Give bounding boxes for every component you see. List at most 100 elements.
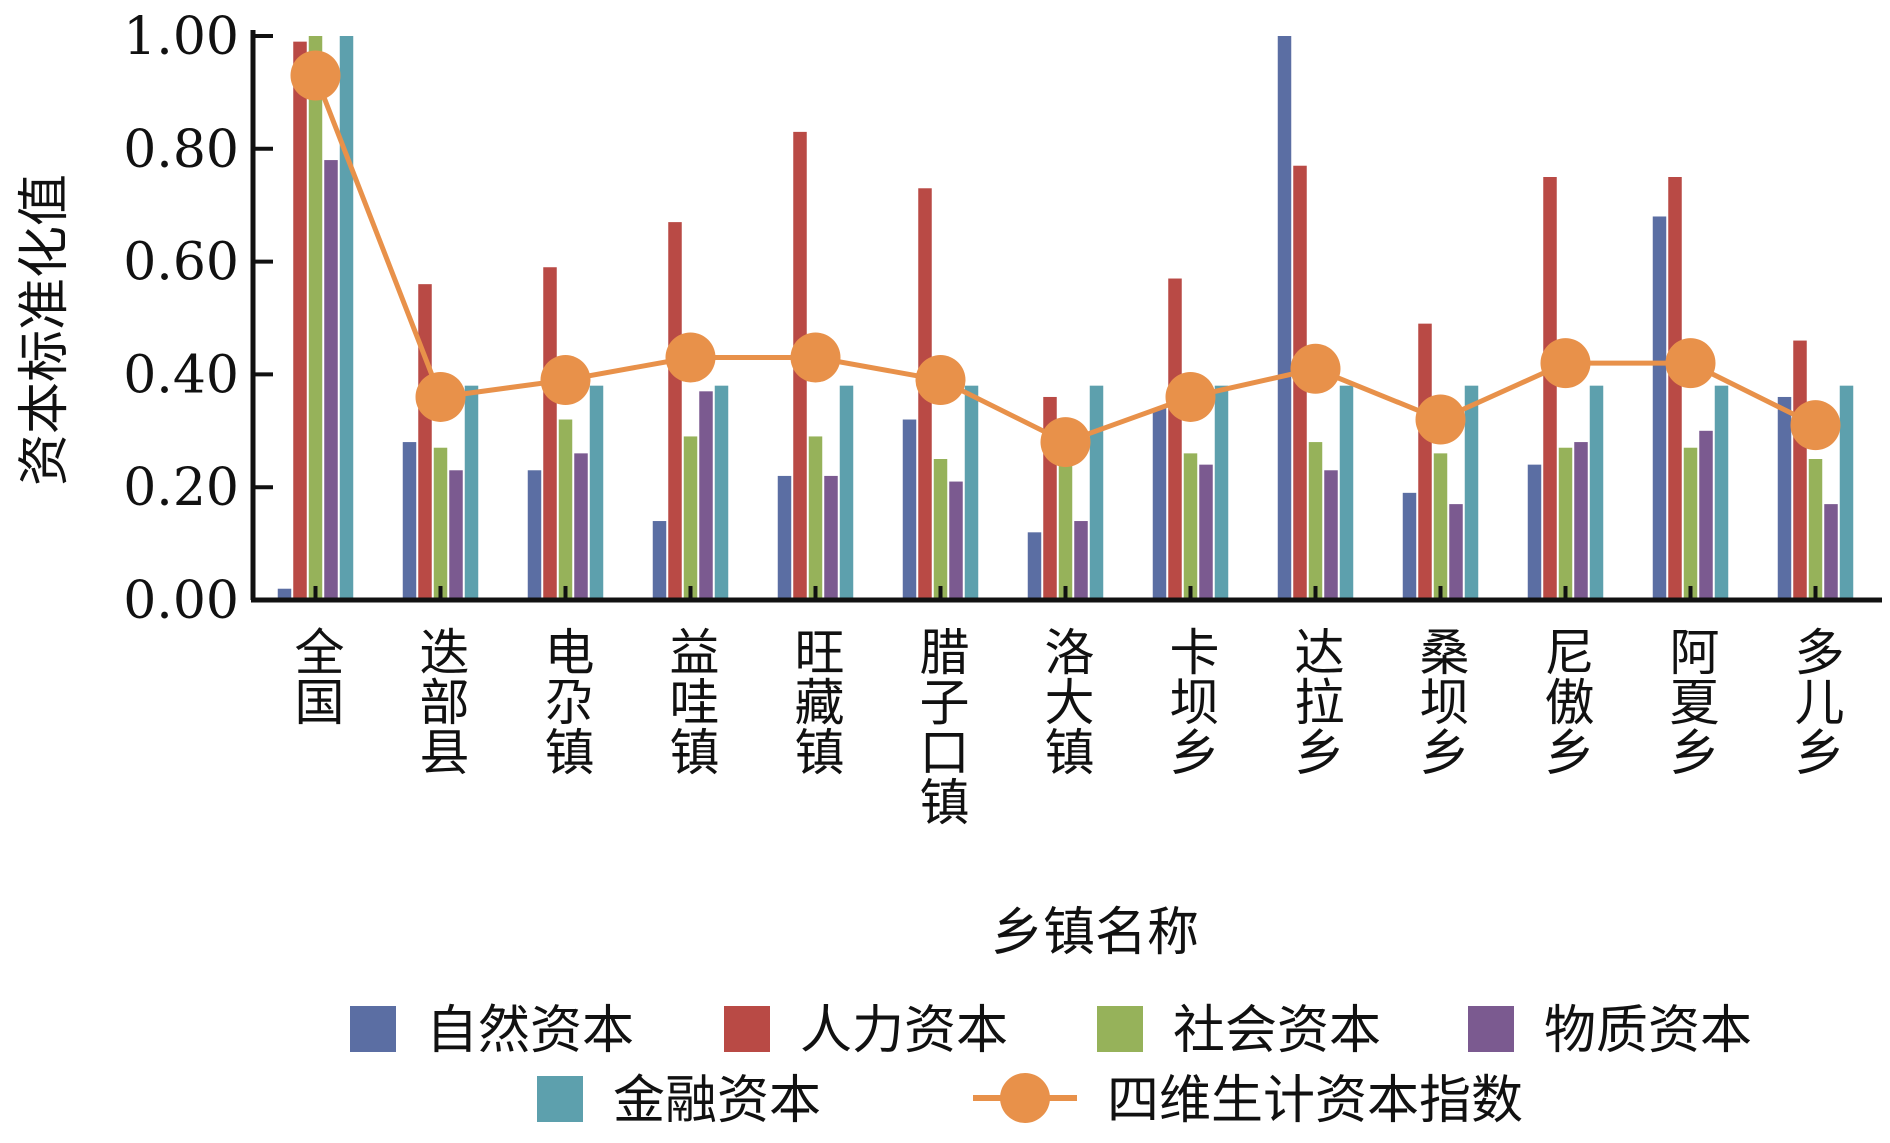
legend-swatch-2: [724, 1006, 770, 1052]
bar-1-11: [1527, 464, 1542, 600]
x-tick-label-13: 多儿乡: [1787, 626, 1845, 776]
x-tick-label-11: 尼傲乡: [1537, 626, 1595, 776]
index-point-7: [1040, 417, 1091, 468]
bar-5-13: [1839, 385, 1854, 600]
x-tick-label-7: 洛大镇: [1037, 626, 1095, 776]
bar-2-11: [1543, 177, 1557, 600]
bar-3-7: [1058, 453, 1073, 600]
bar-5-7: [1089, 385, 1104, 600]
y-axis-title: 资本标准化值: [15, 174, 75, 486]
x-tick-label-9: 达拉乡: [1287, 626, 1345, 776]
bar-1-8: [1152, 408, 1167, 600]
x-tick-label-3: 电尕镇: [537, 626, 595, 776]
bar-2-8: [1168, 278, 1182, 600]
bar-5-4: [714, 385, 729, 600]
index-point-5: [790, 332, 841, 383]
bar-3-10: [1433, 453, 1448, 600]
index-point-4: [665, 332, 716, 383]
bar-5-11: [1589, 385, 1604, 600]
bar-4-12: [1699, 430, 1713, 600]
bar-2-10: [1418, 323, 1432, 600]
x-tick-label-6: 腊子口镇: [912, 626, 970, 826]
bars-layer: [277, 36, 1854, 601]
x-tick-label-4: 益哇镇: [662, 626, 720, 776]
bar-2-13: [1793, 340, 1807, 600]
x-tick-label-5: 旺藏镇: [787, 626, 845, 776]
bar-5-3: [589, 385, 604, 600]
x-tick-label-2: 迭部县: [412, 626, 470, 776]
bar-4-2: [449, 470, 463, 600]
bar-5-10: [1464, 385, 1479, 600]
legend-swatch-1: [350, 1006, 396, 1052]
bar-1-1: [277, 588, 292, 600]
bar-4-9: [1324, 470, 1338, 600]
legend-label-2: 人力资本: [800, 1001, 1008, 1061]
bar-1-5: [777, 475, 792, 600]
x-tick-label-1: 全国: [287, 626, 345, 726]
bar-3-11: [1558, 447, 1573, 600]
bar-5-6: [964, 385, 979, 600]
legend-label-5: 金融资本: [613, 1071, 821, 1131]
bar-5-1: [339, 36, 354, 600]
bar-1-4: [652, 521, 667, 600]
y-tick-label-1: 0.00: [123, 571, 239, 631]
legend-swatch-3: [1097, 1006, 1143, 1052]
bar-2-1: [293, 41, 307, 600]
bar-3-12: [1683, 447, 1698, 600]
bar-1-12: [1652, 216, 1667, 601]
legend-label-3: 社会资本: [1173, 1001, 1381, 1061]
index-point-10: [1415, 394, 1466, 445]
bar-3-6: [933, 459, 948, 600]
legend-label-1: 自然资本: [426, 1001, 634, 1061]
bar-4-11: [1574, 442, 1588, 600]
bar-4-8: [1199, 464, 1213, 600]
legend-label-4: 物质资本: [1544, 1001, 1752, 1061]
y-tick-label-3: 0.40: [123, 345, 239, 405]
bar-1-9: [1277, 36, 1292, 600]
bar-1-13: [1777, 396, 1792, 600]
bar-4-7: [1074, 521, 1088, 600]
bar-3-8: [1183, 453, 1198, 600]
legend-swatch-4: [1468, 1006, 1514, 1052]
bar-5-9: [1339, 385, 1354, 600]
x-tick-label-10: 桑坝乡: [1412, 626, 1470, 776]
bar-2-12: [1668, 177, 1682, 600]
bar-1-10: [1402, 492, 1417, 600]
bar-3-3: [558, 419, 573, 600]
bar-3-5: [808, 436, 823, 600]
bar-4-5: [824, 475, 838, 600]
axes-layer: 0.00 0.20 0.40 0.60 0.80 1.00 全国 迭部县 电尕镇 益哇镇 旺藏镇 腊子…: [123, 7, 1882, 826]
index-point-11: [1540, 338, 1591, 389]
bar-3-1: [308, 36, 323, 600]
x-tick-label-12: 阿夏乡: [1662, 626, 1720, 776]
bar-5-5: [839, 385, 854, 600]
bar-4-1: [324, 160, 338, 600]
legend-swatch-5: [537, 1076, 583, 1122]
bar-1-6: [902, 419, 917, 600]
bar-4-4: [699, 391, 713, 600]
bar-5-8: [1214, 385, 1229, 600]
bar-4-3: [574, 453, 588, 600]
bar-5-2: [464, 385, 479, 600]
index-point-2: [415, 371, 466, 422]
index-point-12: [1665, 338, 1716, 389]
legend-label-6: 四维生计资本指数: [1107, 1071, 1523, 1131]
y-tick-label-4: 0.60: [123, 233, 239, 293]
y-tick-label-2: 0.20: [123, 458, 239, 518]
legend-marker-swatch: [1000, 1073, 1050, 1123]
index-point-6: [915, 355, 966, 406]
bar-5-12: [1714, 385, 1729, 600]
x-tick-label-8: 卡坝乡: [1162, 626, 1220, 776]
bar-3-9: [1308, 442, 1323, 600]
bar-1-7: [1027, 532, 1042, 600]
bar-4-10: [1449, 504, 1463, 600]
bar-4-6: [949, 481, 963, 600]
bar-3-13: [1808, 459, 1823, 600]
index-point-8: [1165, 371, 1216, 422]
index-point-3: [540, 355, 591, 406]
bar-1-3: [527, 470, 542, 600]
bar-2-3: [543, 267, 557, 600]
bar-2-2: [418, 284, 432, 600]
